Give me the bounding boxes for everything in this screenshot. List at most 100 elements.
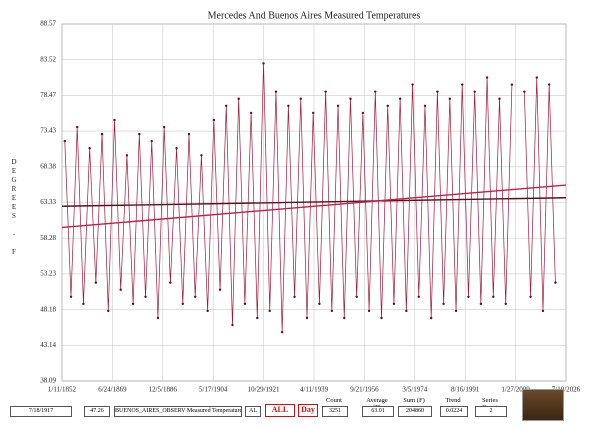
data-point <box>200 154 203 157</box>
data-point <box>318 302 321 306</box>
y-axis-label: DEGREES - F <box>10 158 18 257</box>
date-field: 7/18/1917 <box>10 406 72 417</box>
y-tick-label: 73.43 <box>40 127 56 135</box>
chart: Mercedes And Buenos Aires Measured Tempe… <box>40 10 581 394</box>
data-point <box>262 62 265 65</box>
data-point <box>343 316 346 320</box>
x-tick-label: 3/5/1974 <box>402 386 427 394</box>
data-point <box>324 90 327 93</box>
data-point <box>485 76 489 79</box>
stat-label: Sum (F) <box>403 397 425 404</box>
data-point <box>63 139 67 143</box>
stat-value: 2 <box>475 406 507 417</box>
data-point <box>398 97 402 100</box>
all-button[interactable]: ALL <box>265 404 295 417</box>
value-field: 47.26 <box>84 406 110 417</box>
data-point <box>249 111 253 115</box>
data-point <box>181 302 184 306</box>
x-tick-label: 9/21/1956 <box>350 386 379 394</box>
data-point <box>510 83 514 86</box>
data-point <box>454 309 458 313</box>
x-tick-label: 10/29/1921 <box>248 386 280 394</box>
data-point <box>76 125 79 129</box>
data-point <box>156 316 160 320</box>
data-point <box>411 83 414 86</box>
logo-image <box>522 389 564 421</box>
data-point <box>554 281 557 284</box>
y-tick-label: 68.38 <box>40 162 56 170</box>
data-point <box>547 83 551 86</box>
data-point <box>374 90 377 93</box>
y-tick-label: 88.57 <box>40 20 56 28</box>
data-point <box>336 104 340 108</box>
data-point <box>274 90 278 93</box>
data-point <box>392 302 396 306</box>
data-point <box>280 330 284 334</box>
y-tick-label: 63.33 <box>40 198 56 206</box>
data-point <box>429 316 433 320</box>
data-point <box>498 97 501 100</box>
data-point <box>131 302 135 306</box>
data-point <box>299 97 302 100</box>
data-point <box>162 125 166 129</box>
data-point <box>367 309 371 313</box>
data-point <box>125 154 129 157</box>
data-point <box>150 139 153 143</box>
data-point <box>312 111 315 115</box>
stat-value: 204860 <box>398 406 432 417</box>
y-tick-label: 53.23 <box>40 270 56 278</box>
data-point <box>82 302 85 306</box>
data-point <box>169 281 172 284</box>
data-point <box>268 309 271 313</box>
data-point <box>473 90 476 93</box>
data-point <box>175 147 178 150</box>
data-point <box>100 132 104 136</box>
data-point <box>194 295 197 298</box>
data-point <box>119 288 122 291</box>
y-tick-label: 38.09 <box>40 377 56 385</box>
data-point <box>212 118 216 122</box>
data-point <box>541 309 545 313</box>
data-point <box>243 302 247 306</box>
data-point <box>88 147 91 150</box>
data-point <box>467 295 470 298</box>
y-tick-label: 48.18 <box>40 305 56 313</box>
x-tick-label: 7/10/2026 <box>552 386 581 394</box>
day-button[interactable]: Day <box>298 404 318 417</box>
data-point <box>461 83 464 86</box>
data-point <box>237 97 240 100</box>
data-point <box>330 309 334 313</box>
data-point <box>492 295 495 298</box>
data-point <box>256 316 259 320</box>
stat-value: 0.0224 <box>440 406 468 417</box>
data-point <box>225 104 228 108</box>
chart-title: Mercedes And Buenos Aires Measured Tempe… <box>208 10 421 21</box>
data-point <box>107 309 110 313</box>
y-tick-label: 78.47 <box>40 91 56 99</box>
data-point <box>218 288 222 291</box>
data-point <box>386 104 389 108</box>
series-field[interactable]: BUENOS_AIRES_OBSERV Measured Temperature <box>114 406 242 417</box>
data-point <box>529 295 532 298</box>
data-point <box>138 132 141 136</box>
data-point <box>69 295 73 298</box>
data-point <box>231 323 234 327</box>
x-tick-label: 6/24/1869 <box>98 386 127 394</box>
data-point <box>479 302 483 306</box>
data-point <box>405 309 408 313</box>
x-tick-label: 8/16/1991 <box>451 386 480 394</box>
data-point <box>535 76 538 79</box>
data-point <box>144 295 147 298</box>
data-point <box>417 295 420 298</box>
al-button[interactable]: AL <box>245 406 261 417</box>
data-point <box>361 111 365 115</box>
data-point <box>287 104 290 108</box>
data-point <box>504 302 507 306</box>
x-tick-label: 5/17/1904 <box>199 386 228 394</box>
data-point <box>355 295 358 298</box>
data-point <box>380 316 383 320</box>
data-point <box>206 309 209 313</box>
stat-label: Count <box>326 397 342 404</box>
stat-label: Trend <box>445 397 461 404</box>
